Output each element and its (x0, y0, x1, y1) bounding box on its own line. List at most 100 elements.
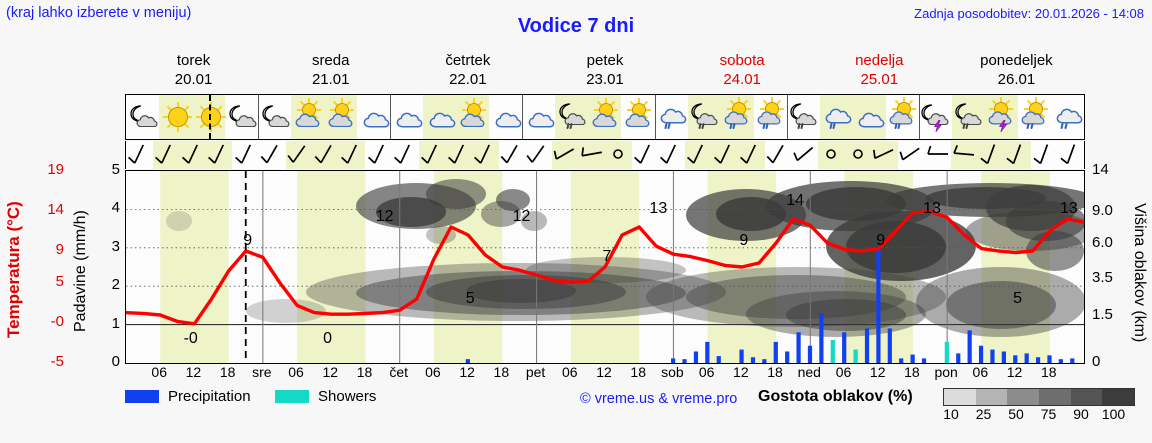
axis-tick: 6.0 (1092, 233, 1113, 251)
weather-icon-sun-cloud-rain (1018, 97, 1050, 134)
density-swatch-25 (975, 389, 1008, 405)
weather-icon-moon-cloud (127, 100, 159, 134)
icon-cell-19 (754, 95, 787, 139)
day-header-nedelja: nedelja 25.01 (811, 52, 948, 92)
wind-barb-32 (978, 141, 1005, 169)
sun-icon (195, 102, 226, 132)
icon-cell-24 (918, 95, 952, 139)
wind-barb-cell-27 (844, 141, 872, 169)
wind-barb-cell-21 (684, 141, 712, 169)
weather-icon-moon-cloud-rain (556, 100, 588, 134)
weather-icon-cloud-rain (820, 100, 852, 134)
weather-icon-moon-cloud-storm (919, 100, 951, 134)
axis-tick: 1.5 (1092, 305, 1113, 323)
time-axis-label: 06 (698, 364, 715, 380)
wind-barb-cell-19 (632, 141, 659, 169)
cloud-icon (858, 110, 885, 128)
day-name: petek (586, 52, 624, 69)
density-tick: 10 (943, 406, 959, 422)
time-axis-label: 18 (219, 364, 236, 380)
precipitation-bar (785, 351, 790, 363)
axis-tick: 3 (111, 237, 120, 255)
temperature-axis-ticks: 19 14 9 5 -0 -5 (30, 161, 64, 373)
day-header-petek: petek 23.01 (536, 52, 673, 92)
icon-cell-23 (886, 95, 919, 139)
wind-barb-cell-16 (551, 141, 579, 169)
weather-icon-sun-cloud (622, 98, 654, 134)
lightning-icon (999, 119, 1008, 133)
temperature-value-label: 9 (739, 232, 748, 249)
chart-legend: Precipitation Showers © vreme.us & vreme… (125, 388, 1145, 434)
wind-barb-16 (552, 141, 579, 169)
lightning-icon (934, 119, 943, 133)
wind-barb-cell-17 (578, 141, 605, 169)
wind-barb-22 (711, 141, 738, 169)
icon-cell-1 (159, 95, 193, 139)
weather-icon-sun-cloud (292, 98, 324, 134)
precipitation-bar (693, 351, 699, 363)
temperature-value-label: 12 (513, 208, 531, 225)
rain-icon (762, 122, 769, 130)
wind-barb-cell-18 (604, 141, 632, 169)
precipitation-bar (1070, 358, 1075, 363)
cloud-icon (625, 111, 650, 128)
axis-tick: 0 (1092, 353, 1101, 370)
time-axis-label: 06 (151, 364, 167, 380)
cloud-icon (564, 111, 586, 126)
temperature-value-label: 5 (1013, 290, 1022, 307)
icon-cell-20 (786, 95, 820, 139)
rain-icon (729, 122, 736, 130)
wind-barb-0 (126, 141, 153, 169)
icon-cell-22 (852, 95, 886, 139)
precipitation-bar (807, 345, 813, 363)
icon-cell-15 (621, 95, 654, 139)
icon-cell-14 (588, 95, 622, 139)
cloud-density-ticks: 10 25 50 75 90 100 (937, 406, 1147, 424)
cloud-icon (460, 111, 485, 128)
rain-icon (962, 122, 969, 130)
time-axis-label: 18 (493, 364, 510, 380)
temperature-value-label: 9 (243, 232, 252, 249)
wind-barb-cell-23 (738, 141, 765, 169)
wind-barb-cell-25 (791, 141, 818, 169)
day-separator (918, 95, 920, 139)
cloud-density-colorbar (943, 388, 1135, 406)
temperature-value-label: 7 (603, 248, 612, 265)
precipitation-bar (739, 349, 744, 363)
wind-barb-26 (818, 141, 845, 169)
precipitation-bar (990, 349, 995, 363)
day-header-torek: torek 20.01 (125, 52, 262, 92)
density-tick: 25 (975, 406, 992, 422)
time-axis-label: 12 (596, 364, 612, 380)
day-date: 21.01 (311, 70, 350, 88)
wind-barb-cell-3 (205, 141, 233, 169)
time-axis-label: 18 (1040, 364, 1057, 380)
day-header-četrtek: četrtek 22.01 (399, 52, 536, 92)
cloud-icon (795, 111, 817, 126)
axis-tick: 9.0 (1092, 202, 1113, 220)
weather-icon-sun-cloud (457, 98, 489, 134)
wind-barb-cell-2 (179, 141, 206, 169)
rain-icon (894, 122, 901, 130)
temperature-value-label: 9 (876, 232, 885, 249)
rain-icon (797, 122, 804, 130)
wind-barb-35 (1057, 141, 1084, 169)
icon-cell-21 (819, 95, 853, 139)
day-name: četrtek (445, 52, 491, 69)
weather-icon-strip (125, 94, 1085, 140)
temperature-value-label: 14 (786, 192, 804, 209)
wind-barb-12 (445, 141, 472, 169)
density-tick: 100 (1101, 406, 1126, 422)
time-axis-label: 18 (767, 364, 783, 380)
weather-icon-sun-cloud-rain (754, 97, 786, 134)
rain-icon (829, 122, 836, 130)
axis-tick: 9 (55, 241, 64, 258)
rain-icon (566, 122, 573, 130)
time-axis-label: 06 (835, 364, 852, 380)
precipitation-bar (887, 328, 892, 363)
axis-tick: 3.5 (1092, 269, 1113, 287)
day-name: sobota (719, 52, 765, 69)
time-axis: 06 12 18 sre 06 12 18 čet 06 12 18 pet 06 12 18 sob 06 12… (125, 364, 1085, 384)
wind-barb-14 (499, 141, 526, 169)
density-swatch-100 (1102, 389, 1135, 405)
